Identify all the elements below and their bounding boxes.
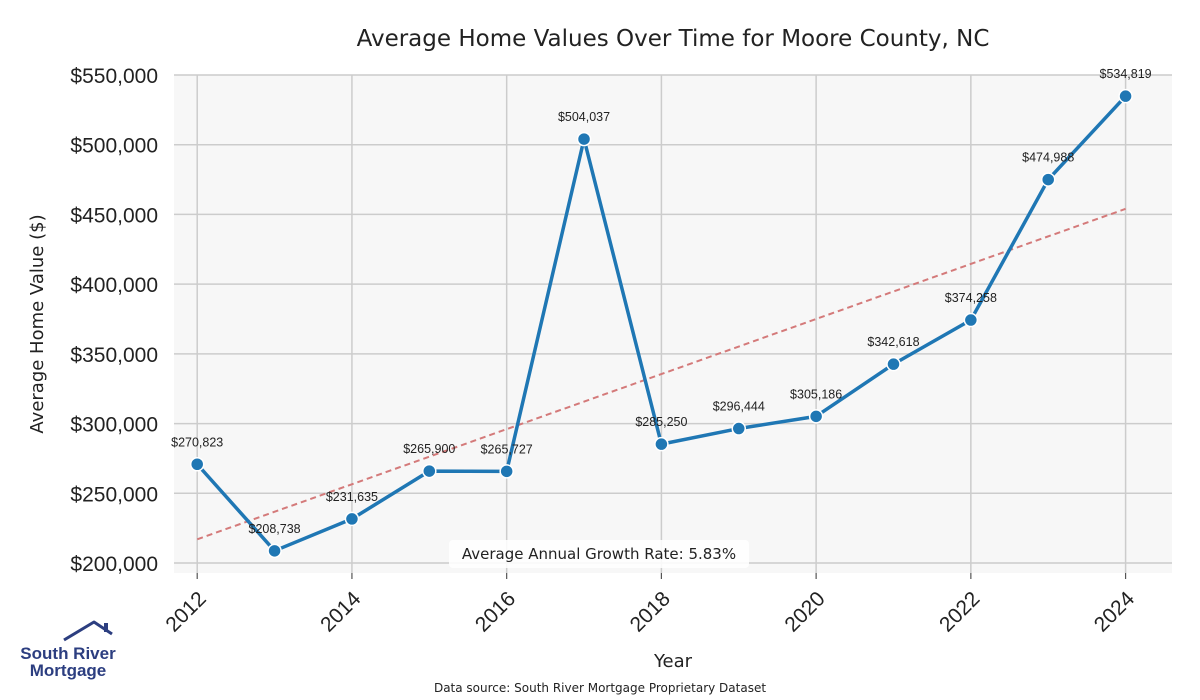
logo-line-2: Mortgage <box>29 661 107 680</box>
data-label: $296,444 <box>713 400 765 414</box>
data-point <box>344 511 360 527</box>
x-tick-label: 2016 <box>471 587 520 636</box>
growth-annotation-box <box>449 540 749 568</box>
series-group <box>189 88 1133 559</box>
data-label: $342,618 <box>867 335 919 349</box>
data-label: $285,250 <box>635 415 687 429</box>
data-point <box>886 356 901 372</box>
x-tick-label: 2024 <box>1090 587 1140 637</box>
y-tick-label: $500,000 <box>70 135 158 158</box>
growth-annotation: Average Annual Growth Rate: 5.83% <box>449 540 749 568</box>
gridlines <box>174 74 1172 573</box>
data-point <box>499 464 514 479</box>
x-tick-label: 2014 <box>316 587 366 637</box>
y-tick-label: $350,000 <box>70 344 158 367</box>
data-label: $534,819 <box>1100 67 1152 81</box>
y-tick-label: $250,000 <box>70 483 158 506</box>
y-tick-label: $300,000 <box>70 414 158 437</box>
y-axis-label: Average Home Value ($) <box>27 214 48 433</box>
data-label: $208,738 <box>249 522 301 536</box>
data-point <box>808 409 824 424</box>
data-point <box>422 463 437 479</box>
data-label: $474,988 <box>1022 151 1074 165</box>
y-tick-label: $200,000 <box>70 553 158 576</box>
chart-title: Average Home Values Over Time for Moore … <box>357 26 990 52</box>
data-labels-group: $270,823 $208,738 $231,635 $265,900 $265,727… <box>171 67 1152 536</box>
data-label: $265,900 <box>403 442 455 456</box>
house-roof-icon <box>63 620 113 642</box>
x-tick-label: 2018 <box>626 587 675 636</box>
data-label: $305,186 <box>790 387 842 401</box>
data-point <box>267 543 282 559</box>
data-point <box>576 131 592 147</box>
x-ticks-group: 2012 2014 2016 2018 2020 2022 2024 <box>161 573 1139 637</box>
data-point <box>731 421 747 436</box>
x-tick-label: 2012 <box>161 587 210 636</box>
data-label: $504,037 <box>558 110 610 124</box>
growth-annotation-text: Average Annual Growth Rate: 5.83% <box>462 545 736 563</box>
y-tick-label: $400,000 <box>70 274 158 297</box>
data-point <box>654 436 669 452</box>
data-label: $374,258 <box>945 291 997 305</box>
data-label: $231,635 <box>326 490 378 504</box>
y-ticks-group: $200,000 $250,000 $300,000 $350,000 $400,000… <box>70 65 158 576</box>
data-point <box>963 312 979 328</box>
x-axis-label: Year <box>653 651 693 672</box>
south-river-mortgage-logo: South River Mortgage <box>18 618 118 680</box>
data-point <box>189 457 205 472</box>
plot-background <box>174 75 1172 573</box>
x-tick-label: 2020 <box>780 587 829 636</box>
y-tick-label: $450,000 <box>70 204 158 227</box>
data-point <box>1118 88 1133 104</box>
data-label: $265,727 <box>481 442 533 456</box>
data-label: $270,823 <box>171 435 223 449</box>
data-source-note: Data source: South River Mortgage Propri… <box>433 681 767 695</box>
data-point <box>1040 172 1056 187</box>
x-tick-label: 2022 <box>935 587 984 636</box>
logo-line-1: South River <box>20 644 116 663</box>
trend-line <box>196 207 1126 541</box>
y-tick-label: $550,000 <box>70 65 158 88</box>
trend-line-group <box>196 207 1126 541</box>
